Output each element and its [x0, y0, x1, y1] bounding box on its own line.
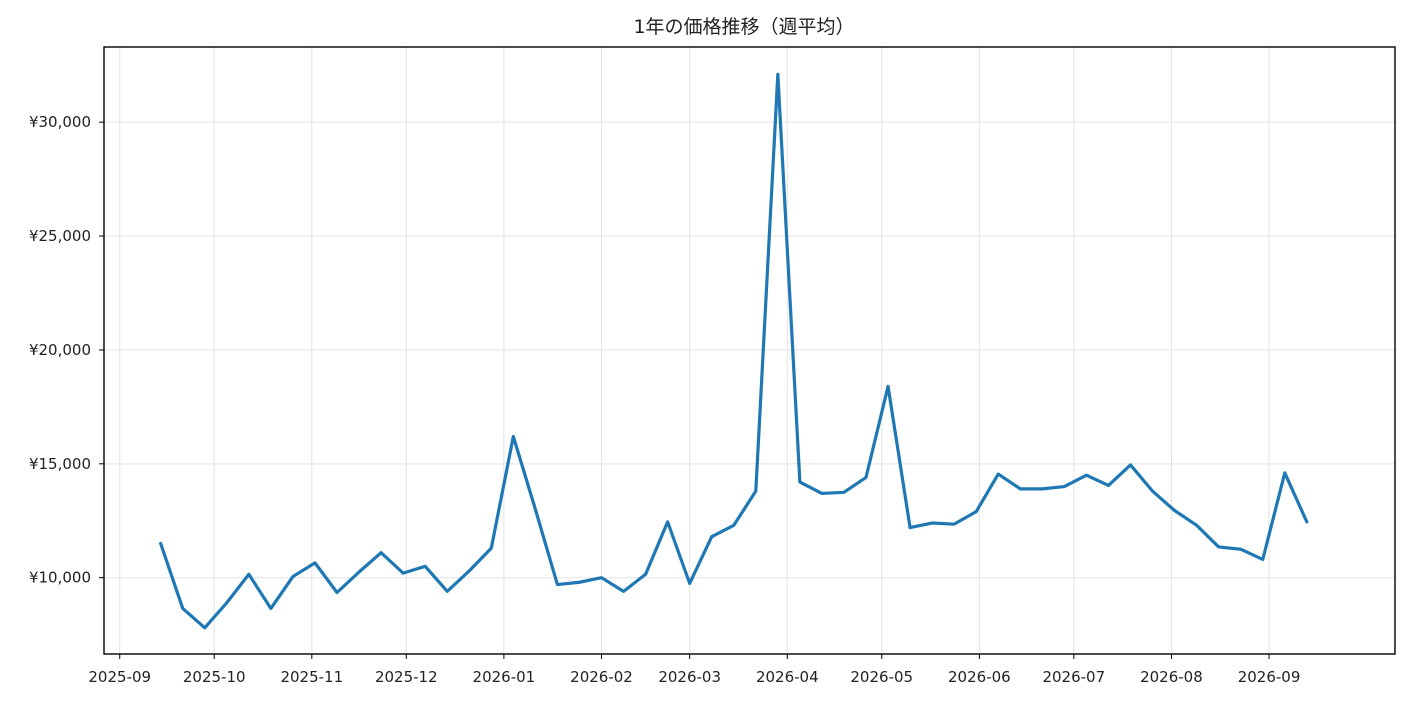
data-point [1305, 520, 1309, 524]
data-point [1019, 487, 1022, 491]
data-point [798, 480, 802, 484]
data-point [1261, 558, 1264, 561]
chart-title: 1年の価格推移（週平均） [633, 16, 854, 38]
x-tick-label: 2026-03 [658, 668, 721, 686]
data-point [1217, 545, 1220, 549]
y-tick-label: ¥30,000 [29, 113, 91, 131]
data-point [357, 570, 361, 574]
data-point [1195, 524, 1198, 527]
series-line [159, 72, 1309, 630]
x-tick-label: 2026-07 [1042, 668, 1105, 686]
data-point [975, 510, 978, 513]
data-point [710, 535, 713, 538]
x-tick-label: 2025-12 [375, 668, 438, 686]
grid-lines [104, 47, 1395, 654]
data-point [490, 546, 493, 550]
data-point [446, 590, 449, 593]
data-point [930, 521, 934, 525]
data-point [247, 573, 251, 576]
data-point [379, 551, 383, 554]
data-point [269, 607, 273, 610]
data-point [512, 435, 515, 438]
x-tick-label: 2026-01 [473, 668, 536, 686]
data-point [666, 520, 669, 524]
data-point [1107, 484, 1110, 487]
data-point [820, 492, 824, 495]
data-point [1173, 509, 1176, 512]
x-tick-label: 2025-09 [88, 668, 151, 686]
y-tick-label: ¥25,000 [29, 227, 91, 245]
data-point [1085, 474, 1088, 477]
data-point [578, 581, 581, 584]
y-tick-label: ¥10,000 [29, 569, 91, 587]
x-tick-label: 2026-04 [756, 668, 819, 686]
data-point [908, 526, 912, 529]
data-point [181, 607, 184, 610]
x-tick-label: 2025-11 [280, 668, 343, 686]
data-point [644, 573, 647, 576]
data-point [423, 565, 427, 568]
y-tick-label: ¥15,000 [29, 455, 91, 473]
x-tick-label: 2026-08 [1140, 668, 1203, 686]
data-point [1041, 487, 1044, 491]
x-tick-label: 2026-05 [850, 668, 913, 686]
data-point [313, 561, 317, 565]
axis-ticks: ¥10,000 ¥15,000 ¥20,000 ¥25,000 ¥30,000 2025-… [29, 113, 1300, 686]
x-tick-label: 2026-09 [1238, 668, 1301, 686]
x-tick-label: 2026-06 [948, 668, 1011, 686]
data-point [1239, 548, 1242, 551]
data-point [864, 476, 868, 479]
data-point [997, 472, 1000, 476]
series-layer [159, 72, 1309, 630]
data-point [1283, 471, 1286, 475]
data-point [335, 591, 339, 594]
data-point [886, 385, 890, 388]
data-point [534, 508, 537, 511]
data-point [159, 542, 162, 545]
data-point [776, 73, 780, 76]
data-point [622, 590, 625, 593]
data-point [688, 582, 691, 585]
data-point [1063, 485, 1066, 488]
data-point [225, 601, 229, 604]
data-point [556, 583, 559, 586]
data-point [203, 626, 206, 630]
x-tick-label: 2025-10 [183, 668, 246, 686]
data-point [842, 491, 846, 494]
data-point [732, 524, 735, 527]
data-point [600, 576, 603, 579]
data-point [291, 575, 295, 578]
data-point [401, 571, 405, 575]
data-point [1129, 463, 1132, 467]
data-point [468, 569, 471, 573]
x-tick-label: 2026-02 [570, 668, 633, 686]
data-point [952, 522, 956, 526]
data-point [754, 489, 757, 493]
y-tick-label: ¥20,000 [29, 341, 91, 359]
data-point [1151, 489, 1154, 493]
plot-area-frame [103, 46, 1396, 655]
